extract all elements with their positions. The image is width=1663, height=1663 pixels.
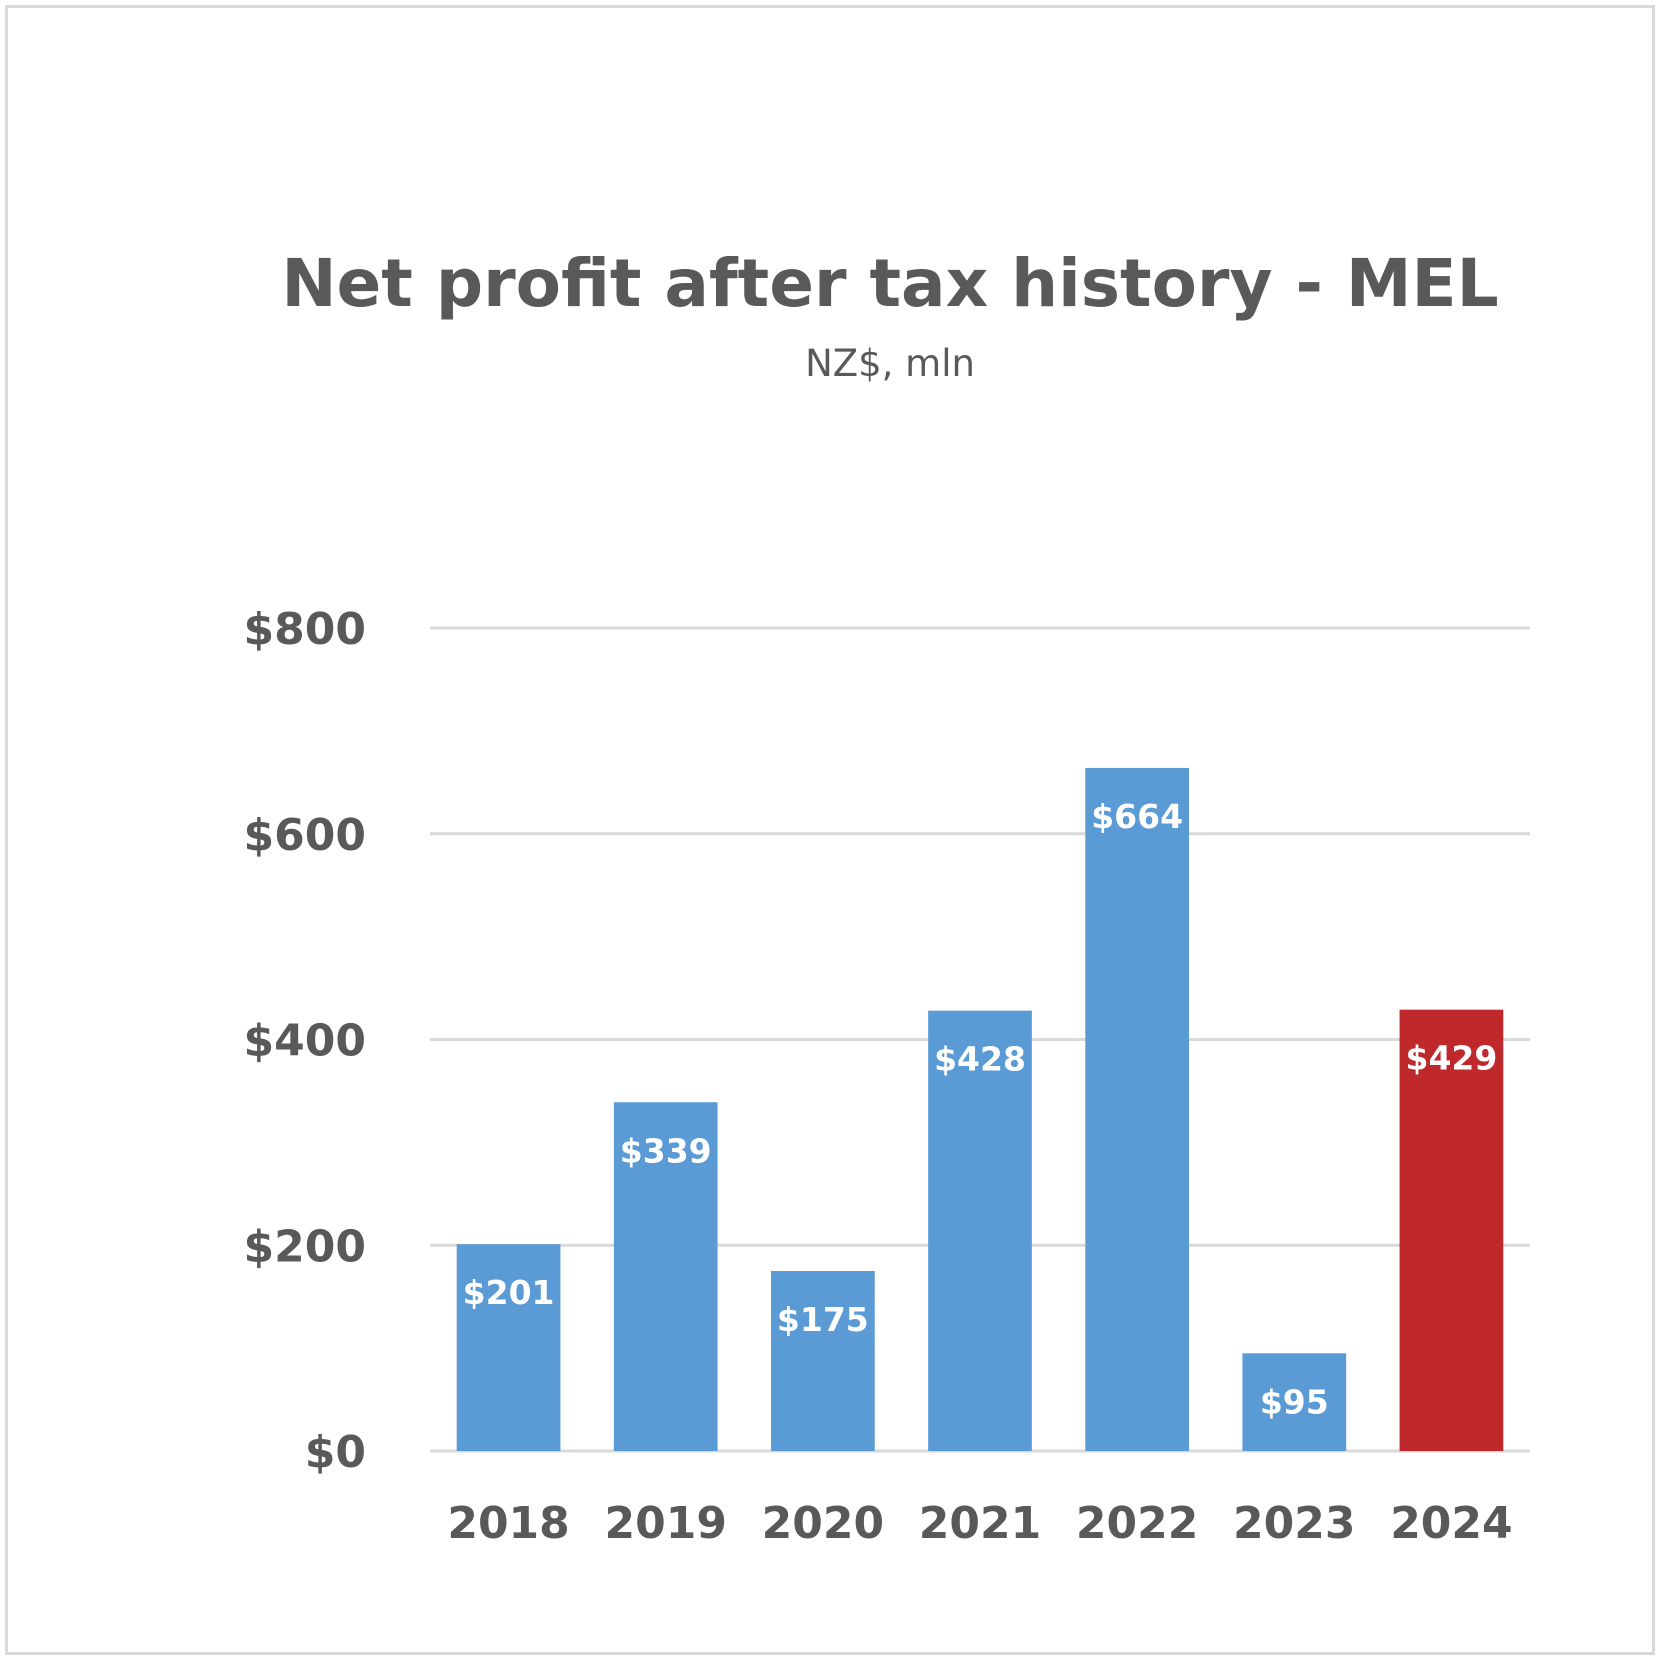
- data-label: $175: [777, 1300, 869, 1339]
- x-axis: 2018 2019 2020 2021 2022 2023 2024: [447, 1498, 1512, 1549]
- bar-2021: [928, 1010, 1032, 1451]
- y-tick-label: $600: [244, 810, 366, 861]
- y-axis: $0 $200 $400 $600 $800: [244, 604, 366, 1478]
- y-tick-label: $200: [244, 1221, 366, 1272]
- bar-2024: [1399, 1009, 1504, 1451]
- y-tick-label: $800: [244, 604, 366, 655]
- bar-2018: [456, 1244, 561, 1451]
- data-label: $95: [1260, 1382, 1329, 1421]
- y-tick-label: $400: [244, 1016, 366, 1067]
- bar-2023: [1242, 1353, 1347, 1451]
- x-tick-label: 2018: [447, 1498, 569, 1549]
- x-tick-label: 2021: [919, 1498, 1041, 1549]
- chart-subtitle: NZ$, mln: [805, 342, 975, 385]
- x-tick-label: 2023: [1233, 1498, 1355, 1549]
- x-tick-label: 2020: [762, 1498, 884, 1549]
- bar-2022: [1085, 767, 1189, 1451]
- chart-title: Net profit after tax history - MEL: [281, 245, 1498, 322]
- data-label: $339: [620, 1131, 712, 1170]
- y-tick-label: $0: [305, 1427, 366, 1478]
- x-tick-label: 2022: [1076, 1498, 1198, 1549]
- data-label: $664: [1091, 797, 1183, 836]
- data-label: $201: [463, 1273, 555, 1312]
- data-label: $429: [1405, 1039, 1497, 1078]
- bars: $201 $339 $175 $428 $664 $95 $429: [456, 767, 1504, 1451]
- bar-2019: [613, 1102, 718, 1451]
- x-tick-label: 2024: [1390, 1498, 1512, 1549]
- bar-2020: [771, 1270, 875, 1451]
- x-tick-label: 2019: [604, 1498, 726, 1549]
- data-label: $428: [934, 1040, 1026, 1079]
